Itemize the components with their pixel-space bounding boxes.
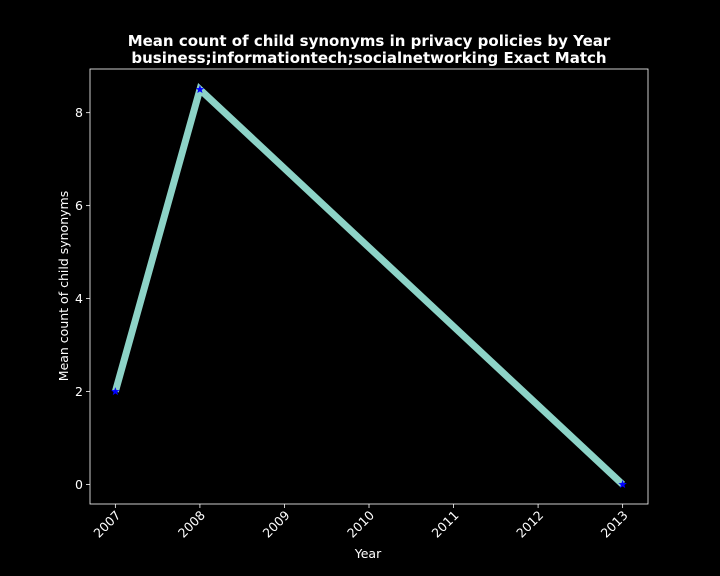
y-axis-label: Mean count of child synonyms [56,191,71,381]
chart-title: Mean count of child synonyms in privacy … [128,32,611,50]
data-point-marker [195,84,205,94]
y-tick-label: 2 [75,384,83,399]
x-axis-label: Year [354,546,382,561]
y-axis: 0 2 4 6 8 [75,105,90,492]
plot-area [111,82,627,489]
y-tick-label: 0 [75,477,83,492]
y-tick-label: 6 [75,198,83,213]
data-point-marker [618,480,627,489]
data-point-marker [111,387,120,396]
y-tick-label: 8 [75,105,83,120]
chart-subtitle: business;informationtech;socialnetworkin… [131,49,606,67]
y-tick-label: 4 [75,291,83,306]
